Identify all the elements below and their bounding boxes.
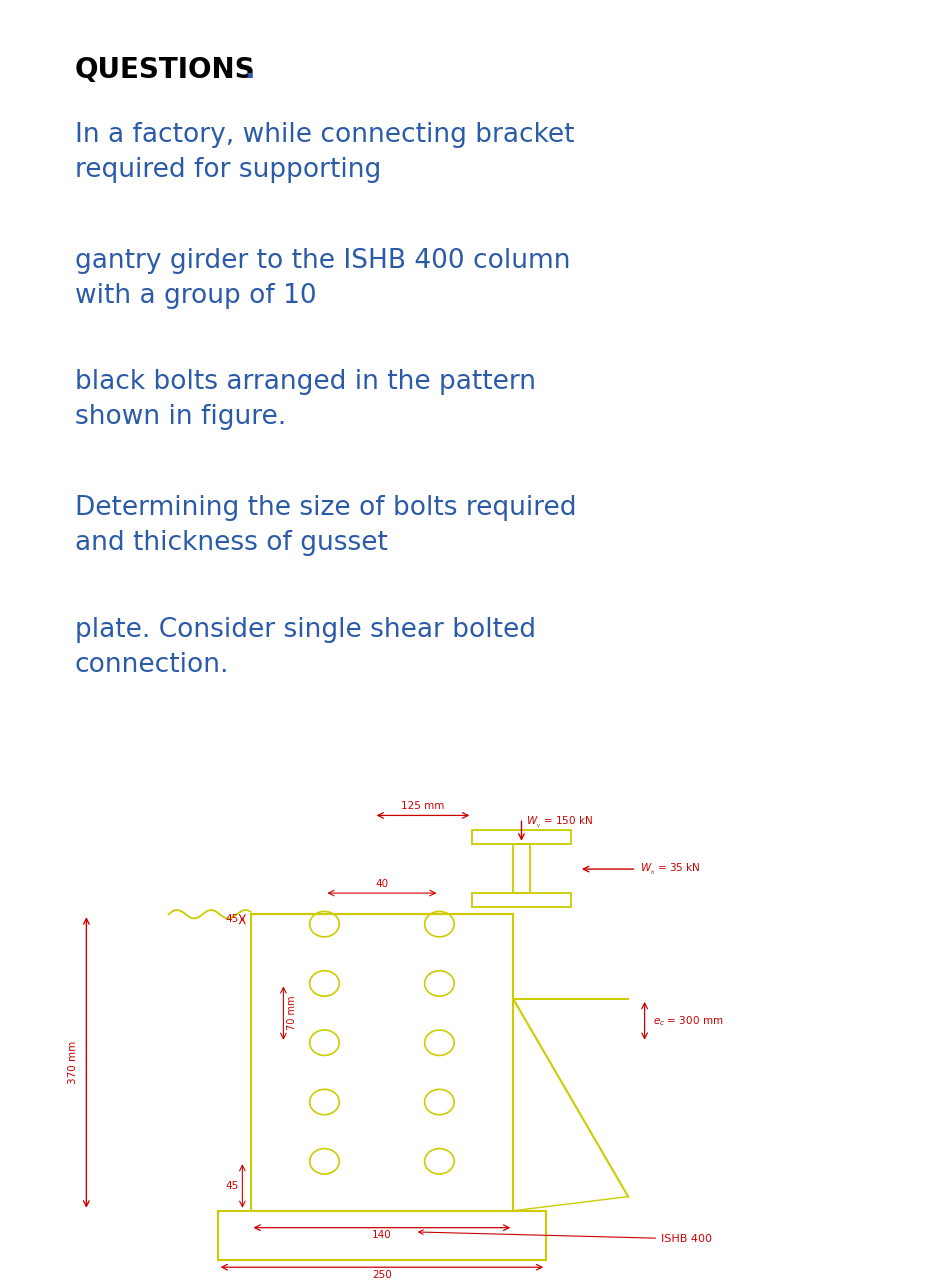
Text: .: . — [244, 56, 254, 84]
Text: 250: 250 — [372, 1270, 391, 1280]
Text: 140: 140 — [372, 1230, 391, 1240]
Text: 45: 45 — [225, 914, 239, 924]
Text: gantry girder to the ISHB 400 column
with a group of 10: gantry girder to the ISHB 400 column wit… — [75, 248, 569, 308]
Text: 45: 45 — [225, 1181, 239, 1190]
Text: 370 mm: 370 mm — [68, 1041, 78, 1084]
Text: plate. Consider single shear bolted
connection.: plate. Consider single shear bolted conn… — [75, 617, 535, 677]
Text: black bolts arranged in the pattern
shown in figure.: black bolts arranged in the pattern show… — [75, 369, 535, 430]
Text: 125 mm: 125 mm — [400, 801, 444, 812]
Text: In a factory, while connecting bracket
required for supporting: In a factory, while connecting bracket r… — [75, 122, 574, 183]
Text: 40: 40 — [375, 879, 388, 888]
Bar — [513, 844, 529, 893]
Bar — [472, 893, 570, 908]
Bar — [250, 914, 513, 1211]
Bar — [472, 829, 570, 844]
Text: QUESTIONS: QUESTIONS — [75, 56, 255, 84]
Text: $W_{_{v}}$ = 150 kN: $W_{_{v}}$ = 150 kN — [526, 815, 592, 829]
Text: Determining the size of bolts required
and thickness of gusset: Determining the size of bolts required a… — [75, 495, 576, 557]
Text: ISHB 400: ISHB 400 — [418, 1230, 711, 1244]
Text: $e_c$ = 300 mm: $e_c$ = 300 mm — [652, 1014, 722, 1028]
Text: 70 mm: 70 mm — [286, 996, 297, 1030]
Text: $W_{_{h}}$ = 35 kN: $W_{_{h}}$ = 35 kN — [639, 861, 700, 877]
